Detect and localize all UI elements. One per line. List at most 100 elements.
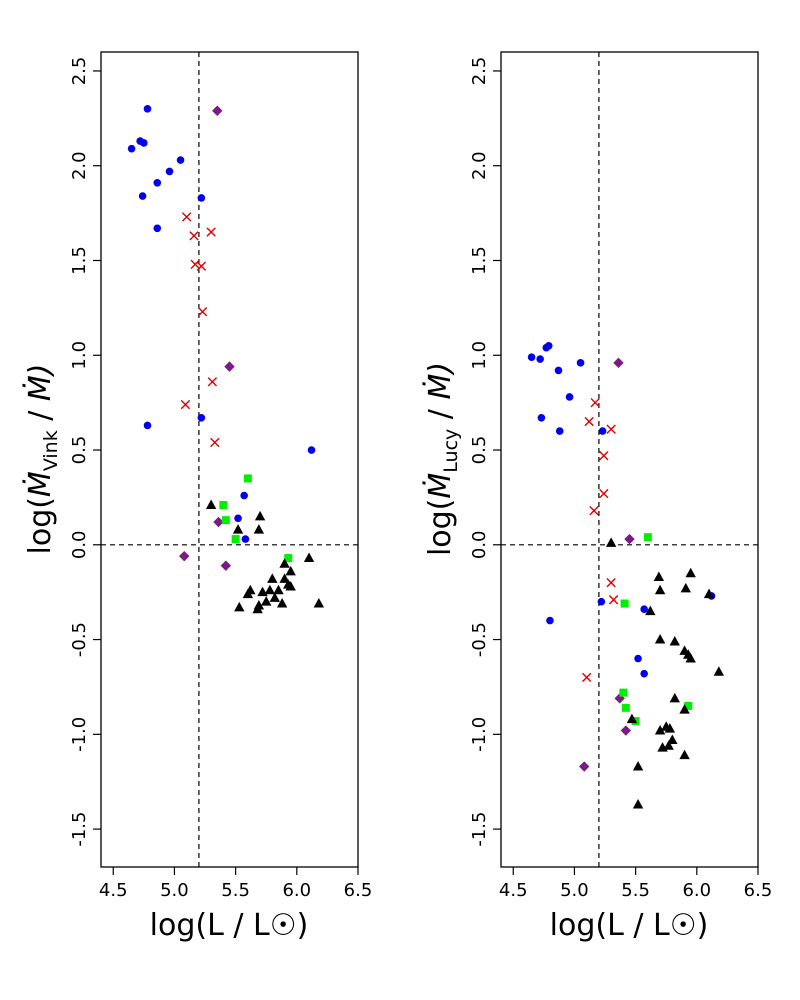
y-axis-label-vink: log(ṀVink / Ṁ) [22,363,62,554]
black-triangle-point [653,571,665,582]
blue-circle-point [127,144,136,153]
red-cross-point [589,505,599,516]
data-points-vink [127,105,325,614]
green-square-point [621,703,630,712]
green-square-point [221,516,230,525]
green-square-point [643,533,652,542]
red-cross-point [181,212,192,222]
y-label-mid: / [423,400,458,429]
black-triangle-point [267,573,278,583]
black-triangle-point [685,653,696,663]
purple-diamond-point [213,516,224,528]
y-tick-label: -1.0 [469,717,490,752]
y-tick-label: -1.5 [69,812,90,847]
blue-circle-point [640,669,648,678]
blue-circle-point [554,366,563,375]
black-triangle-point [632,798,644,809]
black-triangle-point [276,598,288,608]
black-triangle-point [264,584,276,595]
blue-circle-point [537,414,546,422]
y-tick-label: -0.5 [469,622,490,657]
x-tick-label: 5.0 [160,880,189,901]
y-tick-label: 2.5 [69,57,90,86]
y-tick-label: 0.5 [69,436,90,465]
blue-circle-point [536,355,544,363]
green-square-point [620,599,629,608]
data-points-lucy [527,341,725,809]
purple-diamond-point [179,550,190,562]
y-tick-label: -0.5 [69,622,90,657]
black-triangle-point [654,634,666,644]
black-triangle-point [605,537,617,547]
blue-circle-point [143,105,152,113]
y-label-sub: Vink [40,430,62,471]
y-tick-label: 1.5 [69,246,90,275]
black-triangle-point [242,588,254,599]
black-triangle-point [680,582,691,593]
blue-circle-point [234,514,242,523]
blue-circle-point [576,359,585,367]
red-cross-point [584,416,594,427]
black-triangle-point [285,580,296,591]
green-square-point [243,474,252,483]
y-tick-label: 1.0 [69,341,90,370]
red-cross-point [608,595,619,605]
black-triangle-point [685,567,696,578]
black-triangle-point [663,740,674,750]
y-tick-label: 2.0 [69,151,90,180]
blue-circle-point [544,341,553,350]
blue-circle-point [153,178,162,187]
green-square-point [231,535,240,544]
chart-lucy: 4.5 5.0 5.5 6.0 6.5 -1.5 -1.0 -0.5 0.0 0.5 1.0 1.5… [422,51,772,943]
x-tick-label: 6.0 [282,880,311,901]
red-cross-point [210,437,220,448]
x-axis-lucy: 4.5 5.0 5.5 6.0 6.5 [499,867,772,901]
black-triangle-point [632,761,644,771]
purple-diamond-point [212,105,223,116]
plot-frame-lucy [500,51,759,868]
black-triangle-point [279,573,290,583]
black-triangle-point [626,713,638,724]
black-triangle-point [654,584,666,595]
red-cross-point [206,227,216,237]
black-triangle-point [261,596,272,606]
blue-circle-point [240,491,248,500]
y-tick-label: 0.0 [469,530,490,559]
purple-diamond-point [613,357,624,369]
y-label-prefix: log( [423,499,458,556]
reference-lines-vink [101,52,358,867]
purple-diamond-point [224,361,235,372]
blue-circle-point [640,605,648,614]
blue-circle-point [597,597,606,606]
x-tick-label: 6.5 [744,880,773,901]
black-triangle-point [645,605,656,616]
black-triangle-point [679,749,690,760]
red-cross-point [180,399,191,410]
blue-circle-point [138,192,147,200]
y-axis-label-lucy: log(ṀLucy / Ṁ) [422,362,462,556]
red-cross-point [581,672,592,683]
x-tick-label: 4.5 [499,880,528,901]
black-triangle-point [273,584,284,595]
y-label-mdot: Ṁ [22,471,58,497]
purple-diamond-point [220,560,232,571]
black-triangle-point [254,510,266,521]
blue-circle-point [176,156,185,164]
green-square-point [684,701,693,710]
black-triangle-point [205,499,217,509]
y-label-prefix: log( [23,497,58,554]
red-cross-point [606,424,616,434]
y-tick-label: 2.5 [469,57,490,86]
y-tick-label: -1.0 [69,717,90,752]
red-cross-point [590,397,600,408]
black-triangle-point [257,586,268,597]
purple-diamond-point [624,533,635,545]
blue-circle-point [527,353,536,361]
blue-circle-point [197,414,206,422]
blue-circle-point [165,167,174,176]
black-triangle-point [679,704,690,714]
red-cross-point [190,259,200,269]
y-tick-label: 2.0 [469,151,490,180]
y-axis-lucy: -1.5 -1.0 -0.5 0.0 0.5 1.0 1.5 2.0 2.5 [469,57,501,847]
